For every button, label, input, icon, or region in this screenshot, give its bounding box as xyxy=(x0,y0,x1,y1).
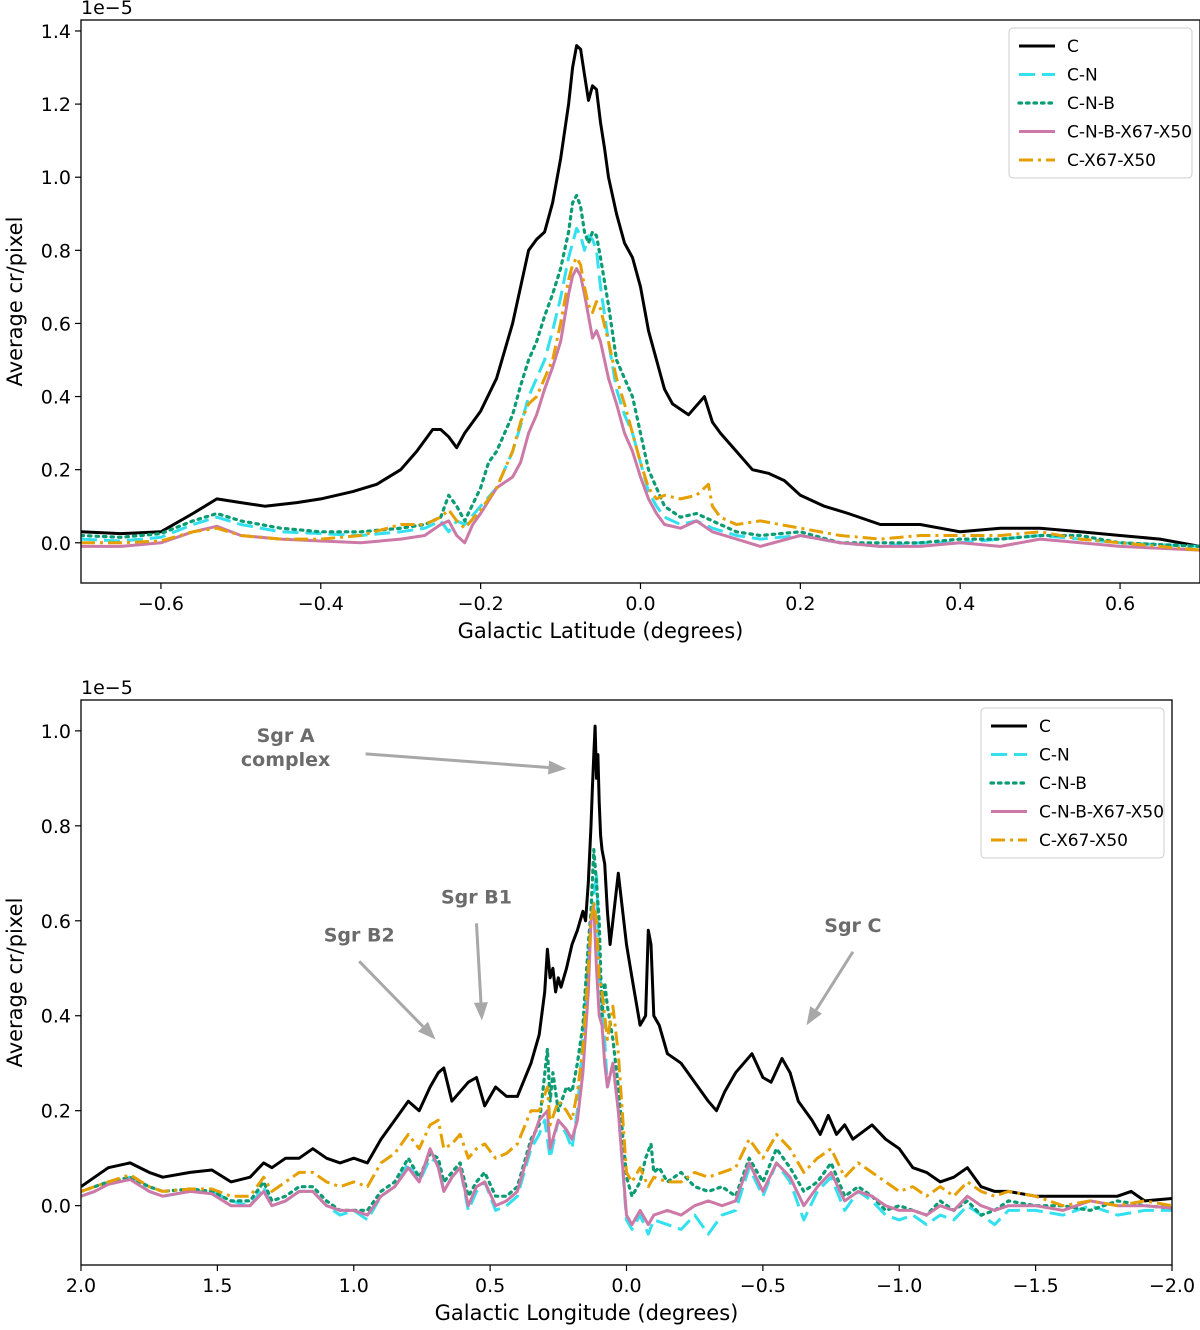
series-line-c xyxy=(81,724,1172,1203)
x-tick-label: 0.2 xyxy=(785,593,815,615)
annotation-sgr-b2: Sgr B2 xyxy=(324,924,436,1040)
y-offset-text: 1e−5 xyxy=(81,0,133,19)
series-line-c xyxy=(81,44,1200,548)
legend-label-c-n-b: C-N-B xyxy=(1039,774,1087,794)
y-axis-label: Average cr/pixel xyxy=(3,217,27,387)
annotation-sgr-a-complex-label: Sgr A xyxy=(257,725,315,747)
annotation-sgr-a-complex-arrow-head xyxy=(548,760,567,775)
y-tick-label: 0.0 xyxy=(41,1196,71,1218)
annotation-sgr-c-label: Sgr C xyxy=(824,915,881,937)
series-line-c-x67-x50 xyxy=(81,900,1172,1208)
y-tick-label: 1.0 xyxy=(41,167,71,189)
latitude-profile-chart: −0.6 −0.4 −0.2 0.0 0.2 0.4 0.6 0.0 0.2 0.4 0.6 0.8 1… xyxy=(3,0,1200,643)
legend-box xyxy=(980,707,1165,859)
y-tick-label: 0.2 xyxy=(41,1101,71,1123)
x-tick-label: −1.0 xyxy=(876,1275,922,1297)
series-line-c-n-b-x67-x50 xyxy=(81,267,1200,552)
axes-frame xyxy=(80,19,1200,584)
x-tick-label: 0.0 xyxy=(625,593,655,615)
x-tick-label: 1.0 xyxy=(339,1275,369,1297)
annotation-sgr-c: Sgr C xyxy=(806,915,881,1026)
annotation-sgr-b1-arrow-head xyxy=(473,1002,488,1021)
series-line-c-n xyxy=(81,226,1200,548)
legend-label-c-n-b: C-N-B xyxy=(1067,94,1115,114)
plot-lines xyxy=(81,724,1172,1236)
y-tick-label: 0.6 xyxy=(41,911,71,933)
legend-label-c: C xyxy=(1039,717,1051,737)
legend-label-c-n-b-x67-x50: C-N-B-X67-X50 xyxy=(1039,803,1164,823)
x-tick-label: −0.6 xyxy=(138,593,184,615)
annotation-sgr-c-arrow-shaft xyxy=(814,950,855,1011)
legend-label-c-n: C-N xyxy=(1067,66,1098,86)
annotation-sgr-a-complex-label: complex xyxy=(241,749,330,771)
x-tick-label: −1.5 xyxy=(1013,1275,1059,1297)
legend-label-c-n-b-x67-x50: C-N-B-X67-X50 xyxy=(1067,123,1192,143)
y-tick-label: 1.2 xyxy=(41,94,71,116)
legend-box xyxy=(1008,27,1193,179)
y-tick-label: 0.4 xyxy=(41,1006,71,1028)
series-line-c-n-b xyxy=(81,193,1200,548)
legend-label-c-x67-x50: C-X67-X50 xyxy=(1067,151,1156,171)
legend-label-c: C xyxy=(1067,37,1079,57)
y-tick-label: 0.0 xyxy=(41,533,71,555)
annotation-sgr-b1-arrow-shaft xyxy=(474,923,483,1003)
y-offset-text: 1e−5 xyxy=(81,677,133,699)
legend: C C-N C-N-B C-N-B-X67-X50 C-X67-X50 xyxy=(980,707,1165,859)
x-axis-label: Galactic Longitude (degrees) xyxy=(435,1301,739,1325)
x-tick-label: −0.4 xyxy=(298,593,344,615)
y-tick-label: 0.8 xyxy=(41,816,71,838)
series-line-c-x67-x50 xyxy=(81,256,1200,552)
y-tick-label: 0.4 xyxy=(41,387,71,409)
x-tick-label: −0.5 xyxy=(740,1275,786,1297)
y-tick-label: 0.2 xyxy=(41,460,71,482)
y-tick-label: 1.0 xyxy=(41,721,71,743)
legend: C C-N C-N-B C-N-B-X67-X50 C-X67-X50 xyxy=(1008,27,1193,179)
x-tick-label: 0.4 xyxy=(945,593,975,615)
x-tick-label: 1.5 xyxy=(202,1275,232,1297)
x-axis-label: Galactic Latitude (degrees) xyxy=(458,619,744,643)
annotation-sgr-b1: Sgr B1 xyxy=(441,886,512,1021)
series-line-c-n-b xyxy=(81,848,1172,1217)
plot-lines xyxy=(81,44,1200,552)
y-tick-label: 1.4 xyxy=(41,21,71,43)
x-tick-label: −2.0 xyxy=(1149,1275,1195,1297)
y-tick-label: 0.8 xyxy=(41,240,71,262)
legend-label-c-x67-x50: C-X67-X50 xyxy=(1039,831,1128,851)
y-tick-label: 0.6 xyxy=(41,313,71,335)
x-tick-label: 2.0 xyxy=(66,1275,96,1297)
x-tick-label: −0.2 xyxy=(458,593,504,615)
annotation-sgr-b1-label: Sgr B1 xyxy=(441,886,512,908)
series-line-c-n-b-x67-x50 xyxy=(81,905,1172,1227)
longitude-profile-chart: 2.0 1.5 1.0 0.5 0.0 −0.5 −1.0 −1.5 −2.0 0.0 0.2 0.4… xyxy=(3,677,1195,1325)
annotation-sgr-b2-arrow-head xyxy=(418,1021,436,1040)
x-tick-label: 0.5 xyxy=(475,1275,505,1297)
annotation-sgr-b2-label: Sgr B2 xyxy=(324,924,395,946)
x-tick-label: 0.0 xyxy=(611,1275,641,1297)
annotation-sgr-b2-arrow-shaft xyxy=(358,960,425,1028)
y-axis-label: Average cr/pixel xyxy=(3,898,27,1068)
annotation-sgr-c-arrow-head xyxy=(806,1006,822,1026)
axes-frame xyxy=(80,699,1173,1266)
annotation-sgr-a-complex-arrow-shaft xyxy=(365,752,549,770)
legend-label-c-n: C-N xyxy=(1039,746,1070,766)
x-tick-label: 0.6 xyxy=(1105,593,1135,615)
